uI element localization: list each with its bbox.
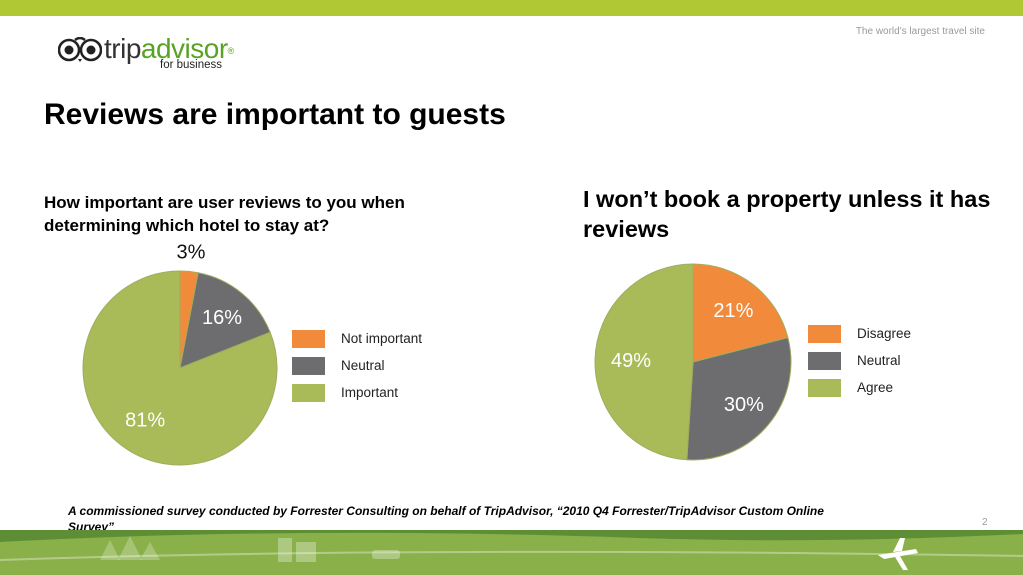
legend-swatch-neutral — [808, 352, 841, 370]
pie-chart-booking: 21% 30% 49% Disagree Neutral Agree — [594, 263, 911, 461]
legend-swatch-important — [292, 384, 325, 402]
value-label-agree: 49% — [611, 350, 651, 372]
car-icon — [372, 550, 400, 559]
slide-number: 2 — [982, 517, 988, 528]
chart-1-title: How important are user reviews to you wh… — [44, 193, 405, 235]
logo-wordmark: tripadvisor® — [104, 33, 234, 64]
banner-road — [0, 550, 1023, 561]
legend-label-agree: Agree — [857, 380, 893, 395]
banner-trees — [100, 536, 160, 560]
tripadvisor-logo: tripadvisor® for business — [58, 33, 258, 75]
legend-swatch-not-important — [292, 330, 325, 348]
legend-swatch-neutral — [292, 357, 325, 375]
building-icon — [278, 538, 316, 562]
page-title: Reviews are important to guests — [44, 98, 506, 131]
bottom-landscape-banner — [0, 530, 1023, 575]
legend-label-important: Important — [341, 385, 398, 400]
value-label-neutral: 16% — [202, 307, 242, 329]
pie-slice-agree — [594, 263, 694, 461]
logo-subtitle: for business — [160, 59, 223, 71]
legend-label-disagree: Disagree — [857, 326, 911, 341]
legend-swatch-disagree — [808, 325, 841, 343]
legend-swatch-agree — [808, 379, 841, 397]
value-label-disagree: 21% — [713, 300, 753, 322]
value-label-important: 81% — [125, 409, 165, 431]
pie-chart-importance: 3% 16% 81% Not important Neutral Important — [82, 242, 422, 466]
top-accent-bar — [0, 0, 1023, 16]
value-label-not-important: 3% — [177, 242, 206, 264]
owl-eyes-icon — [58, 37, 102, 62]
chart-2-title: I won’t book a property unless it has re… — [583, 186, 991, 242]
airplane-icon — [878, 538, 918, 570]
pie-slice-important — [82, 270, 278, 466]
legend-label-neutral: Neutral — [341, 358, 385, 373]
pie-slice-neutral — [686, 337, 792, 461]
value-label-neutral: 30% — [724, 394, 764, 416]
pie-slice-neutral — [179, 272, 271, 369]
legend-label-not-important: Not important — [341, 331, 422, 346]
tagline: The world's largest travel site — [855, 26, 985, 37]
pie-slice-disagree — [692, 263, 789, 363]
banner-hill — [0, 532, 1023, 575]
legend-label-neutral: Neutral — [857, 353, 901, 368]
